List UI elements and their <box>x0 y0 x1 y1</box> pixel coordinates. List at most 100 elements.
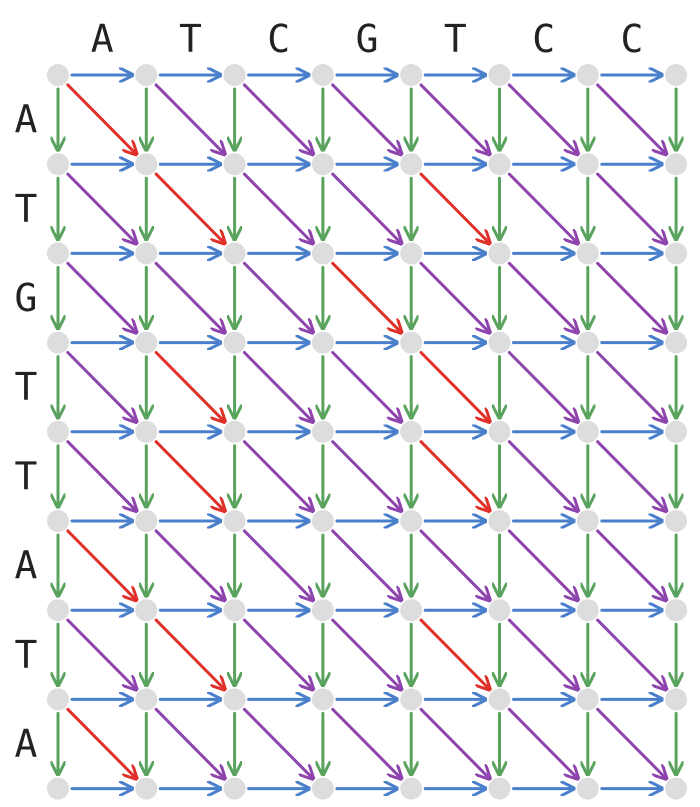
mismatch-diagonal-edge <box>331 351 402 422</box>
mismatch-diagonal-edge <box>596 707 667 778</box>
grid-node <box>400 420 423 443</box>
grid-node <box>400 599 423 622</box>
mismatch-diagonal-edge <box>66 172 137 243</box>
grid-node <box>488 777 511 800</box>
top-sequence-letter: A <box>91 17 114 61</box>
mismatch-diagonal-edge <box>331 618 402 689</box>
mismatch-diagonal-edge <box>419 707 490 778</box>
mismatch-diagonal-edge <box>242 83 313 154</box>
grid-node <box>576 242 599 265</box>
mismatch-diagonal-edge <box>596 351 667 422</box>
mismatch-diagonal-edge <box>242 261 313 332</box>
grid-node <box>665 331 688 354</box>
mismatch-diagonal-edge <box>66 351 137 422</box>
top-sequence-letter: T <box>444 17 467 61</box>
grid-node <box>47 599 69 622</box>
mismatch-diagonal-edge <box>331 707 402 778</box>
grid-node <box>135 420 158 443</box>
grid-node <box>135 242 158 265</box>
mismatch-diagonal-edge <box>331 83 402 154</box>
match-diagonal-edge <box>419 618 490 689</box>
grid-node <box>223 331 246 354</box>
left-sequence-letter: T <box>15 633 38 677</box>
grid-node <box>400 688 423 711</box>
mismatch-diagonal-edge <box>596 529 667 600</box>
grid-node <box>223 510 246 532</box>
mismatch-diagonal-edge <box>596 440 667 511</box>
grid-node <box>665 153 688 176</box>
mismatch-diagonal-edge <box>242 707 313 778</box>
match-diagonal-edge <box>154 618 225 689</box>
grid-node <box>311 153 334 176</box>
grid-node <box>135 331 158 354</box>
grid-node <box>47 688 69 711</box>
left-sequence-letter: T <box>15 187 38 231</box>
mismatch-diagonal-edge <box>66 618 137 689</box>
grid-node <box>311 777 334 800</box>
mismatch-diagonal-edge <box>242 529 313 600</box>
grid-node <box>223 777 246 800</box>
grid-node <box>311 242 334 265</box>
grid-node <box>311 420 334 443</box>
grid-node <box>223 420 246 443</box>
mismatch-diagonal-edge <box>596 618 667 689</box>
top-sequence-letter: C <box>532 17 555 61</box>
grid-node <box>665 64 688 86</box>
left-sequence-labels: A T G T T A T A <box>15 98 38 766</box>
match-diagonal-edge <box>154 440 225 511</box>
top-sequence-letter: T <box>179 17 202 61</box>
match-diagonal-edge <box>154 172 225 243</box>
grid-node <box>311 331 334 354</box>
grid-node <box>576 777 599 800</box>
grid-node <box>665 688 688 711</box>
grid-node <box>400 153 423 176</box>
grid-node <box>47 331 69 354</box>
top-sequence-letter: G <box>356 17 379 61</box>
mismatch-diagonal-edge <box>242 440 313 511</box>
grid-node <box>47 420 69 443</box>
match-diagonal-edge <box>154 351 225 422</box>
grid-node <box>488 420 511 443</box>
grid-node <box>223 242 246 265</box>
grid-node <box>311 599 334 622</box>
mismatch-diagonal-edge <box>242 618 313 689</box>
mismatch-diagonal-edge <box>419 83 490 154</box>
mismatch-diagonal-edge <box>242 351 313 422</box>
grid-node <box>311 64 334 86</box>
grid-node <box>576 420 599 443</box>
grid-node <box>135 510 158 532</box>
grid-node <box>488 64 511 86</box>
mismatch-diagonal-edge <box>66 261 137 332</box>
mismatch-diagonal-edge <box>507 529 578 600</box>
grid-node <box>135 153 158 176</box>
grid-node <box>665 510 688 532</box>
mismatch-diagonal-edge <box>596 83 667 154</box>
grid-node <box>488 599 511 622</box>
nodes <box>47 64 688 800</box>
grid-node <box>311 688 334 711</box>
grid-node <box>47 64 69 86</box>
mismatch-diagonal-edge <box>507 440 578 511</box>
mismatch-diagonal-edge <box>507 261 578 332</box>
mismatch-diagonal-edge <box>507 172 578 243</box>
grid-node <box>488 331 511 354</box>
grid-node <box>135 688 158 711</box>
grid-node <box>576 599 599 622</box>
grid-node <box>665 242 688 265</box>
match-diagonal-edge <box>419 440 490 511</box>
match-diagonal-edge <box>66 529 137 600</box>
grid-node <box>488 510 511 532</box>
grid-node <box>400 331 423 354</box>
mismatch-diagonal-edge <box>507 707 578 778</box>
mismatch-diagonal-edge <box>66 440 137 511</box>
left-sequence-letter: A <box>15 98 38 142</box>
grid-node <box>665 599 688 622</box>
grid-node <box>400 242 423 265</box>
grid-node <box>135 599 158 622</box>
left-sequence-letter: T <box>15 454 38 498</box>
top-sequence-letter: C <box>621 17 644 61</box>
left-sequence-letter: A <box>15 722 38 766</box>
match-diagonal-edge <box>419 172 490 243</box>
